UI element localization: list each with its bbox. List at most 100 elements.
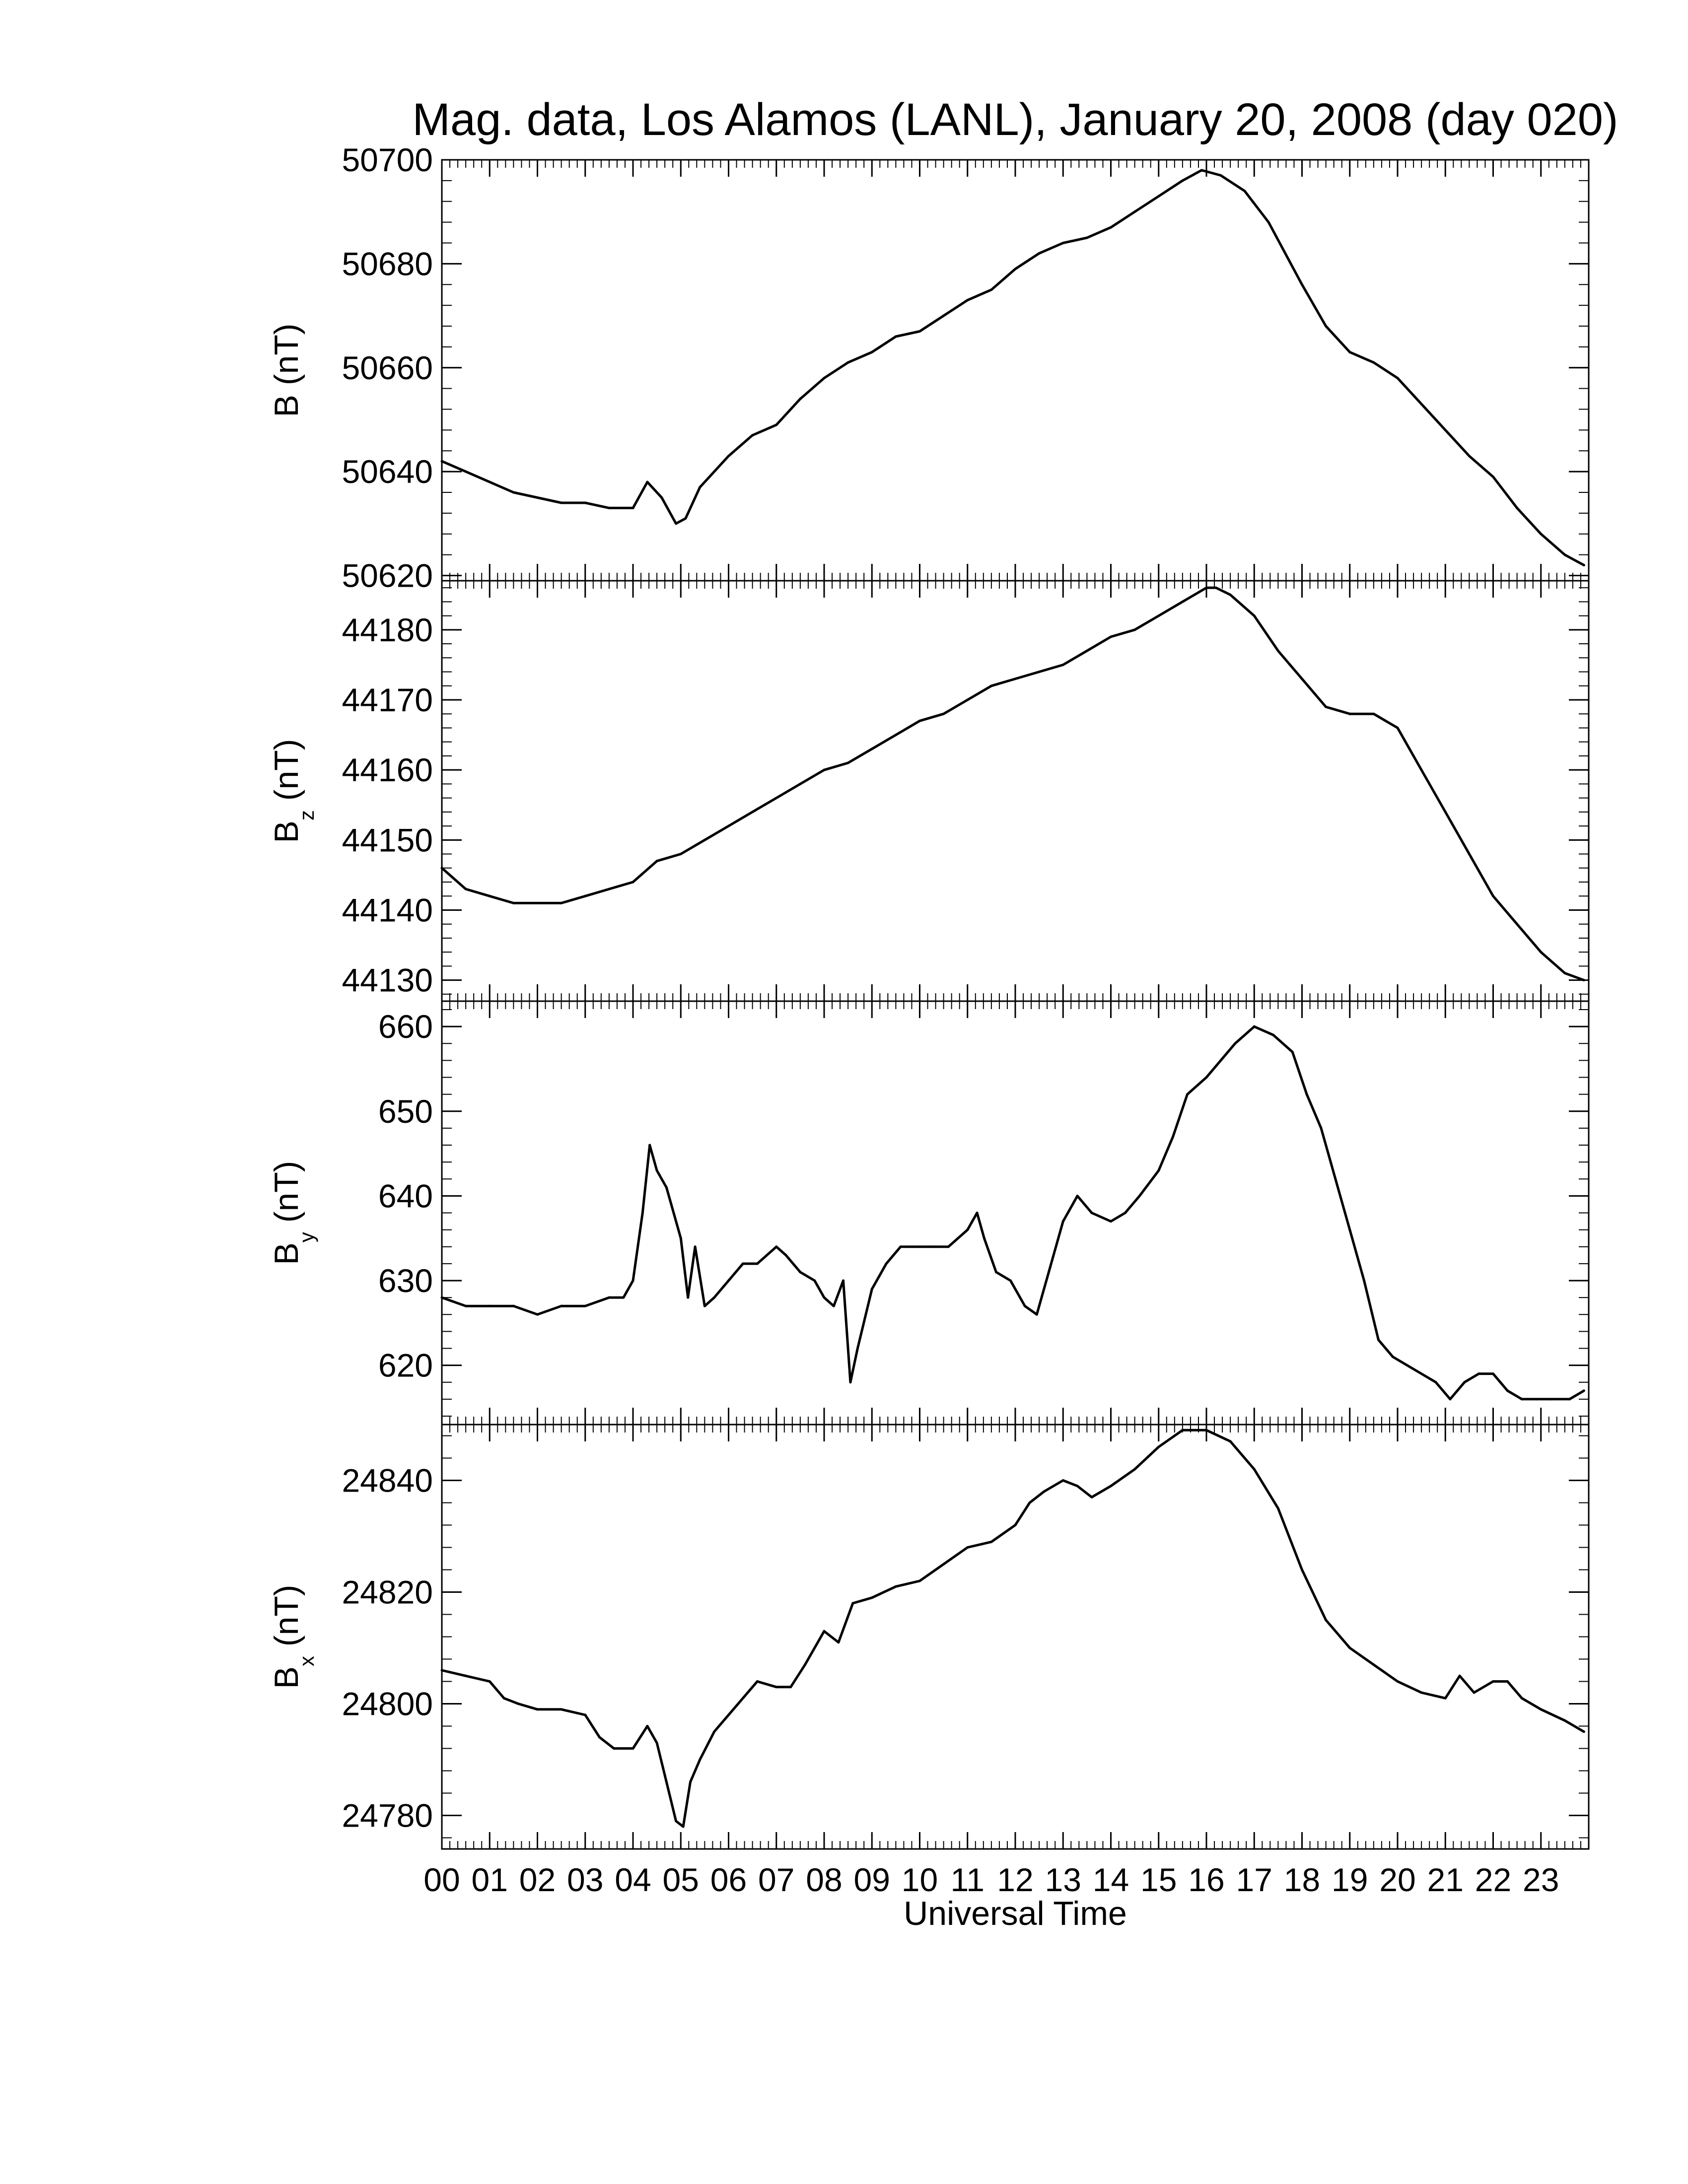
data-point xyxy=(1229,593,1232,596)
data-point xyxy=(1035,1313,1038,1316)
data-point xyxy=(1157,195,1160,198)
data-point xyxy=(1458,1674,1461,1677)
data-point xyxy=(1133,628,1136,631)
data-point xyxy=(775,1245,778,1248)
data-point xyxy=(675,522,678,525)
data-point xyxy=(1420,768,1423,771)
data-point xyxy=(488,480,491,483)
data-point xyxy=(727,824,730,827)
data-point xyxy=(608,506,611,509)
data-point xyxy=(1372,361,1375,364)
data-point xyxy=(464,1674,467,1677)
data-point xyxy=(464,1304,467,1307)
data-point xyxy=(584,501,587,504)
data-point xyxy=(1444,428,1447,431)
data-point xyxy=(632,881,634,884)
data-point xyxy=(1516,506,1519,509)
x-tick-label: 12 xyxy=(997,1861,1033,1898)
data-point xyxy=(990,288,993,291)
data-point xyxy=(1038,671,1041,674)
data-point xyxy=(995,1271,997,1274)
data-point xyxy=(1396,726,1399,729)
data-point xyxy=(502,1697,505,1700)
data-point xyxy=(1582,1730,1585,1733)
x-tick-label: 05 xyxy=(663,1861,699,1898)
data-point xyxy=(560,501,563,504)
data-point xyxy=(741,1697,744,1700)
data-point xyxy=(512,491,515,494)
y-axis-label-subscript: y xyxy=(295,1232,318,1242)
y-axis-label-unit: (nT) xyxy=(268,1585,305,1656)
data-point xyxy=(727,1713,730,1716)
data-point xyxy=(1492,476,1494,478)
data-point xyxy=(608,887,611,890)
data-point xyxy=(679,853,682,856)
data-point xyxy=(1110,1485,1112,1488)
data-point xyxy=(1492,894,1494,897)
data-point xyxy=(823,1296,826,1299)
y-tick-label: 50680 xyxy=(342,245,433,282)
x-tick-label: 19 xyxy=(1332,1861,1368,1898)
data-point xyxy=(1363,1279,1366,1282)
data-point xyxy=(983,1237,985,1240)
x-tick-label: 23 xyxy=(1523,1861,1559,1898)
x-tick-label: 15 xyxy=(1140,1861,1177,1898)
data-point xyxy=(687,1296,690,1299)
data-point xyxy=(1348,1228,1351,1231)
data-point xyxy=(799,782,802,785)
data-point xyxy=(1253,1025,1256,1028)
data-point xyxy=(655,860,658,863)
data-point xyxy=(632,506,634,509)
y-tick-label: 44140 xyxy=(342,891,433,928)
data-point xyxy=(1420,1691,1423,1694)
data-point xyxy=(1372,712,1375,715)
data-point xyxy=(918,1579,921,1582)
data-point xyxy=(1372,1663,1375,1666)
y-axis-label-subscript: x xyxy=(295,1656,318,1666)
x-tick-label: 21 xyxy=(1427,1861,1464,1898)
data-point xyxy=(1377,1338,1380,1341)
data-point xyxy=(1124,1212,1126,1214)
data-point xyxy=(512,1304,515,1307)
data-point xyxy=(560,1304,563,1307)
data-point xyxy=(1267,221,1270,224)
x-tick-label: 00 xyxy=(423,1861,460,1898)
data-point xyxy=(804,1663,806,1666)
data-point xyxy=(536,901,539,904)
y-tick-label: 24800 xyxy=(342,1686,433,1722)
y-tick-label: 24840 xyxy=(342,1462,433,1499)
data-point xyxy=(918,719,921,722)
data-point xyxy=(1009,1279,1012,1282)
data-point xyxy=(646,1725,649,1727)
x-tick-labels: 00 01 02 03 04 05 06 07 08 09 10 11 12 13 14 15 16 17 18 19… xyxy=(423,1861,1559,1898)
data-point xyxy=(488,894,491,897)
x-tick-label: 18 xyxy=(1284,1861,1320,1898)
data-point xyxy=(870,1288,873,1291)
y-tick-label: 660 xyxy=(378,1008,433,1045)
data-point xyxy=(1540,1708,1543,1711)
data-point xyxy=(488,1304,491,1307)
data-point xyxy=(584,1304,587,1307)
data-point xyxy=(899,1245,902,1248)
data-point xyxy=(1110,226,1112,229)
data-point xyxy=(1181,600,1184,603)
data-point xyxy=(1028,1502,1031,1504)
x-tick-label: 22 xyxy=(1475,1861,1511,1898)
data-point xyxy=(851,1602,854,1605)
y-axis-label: By (nT) xyxy=(268,1161,318,1265)
y-tick-label: 50660 xyxy=(342,349,433,386)
data-point xyxy=(966,1546,969,1549)
x-tick-label: 07 xyxy=(758,1861,794,1898)
data-point xyxy=(1014,678,1017,681)
data-point xyxy=(727,1279,730,1282)
data-point xyxy=(608,1296,611,1299)
y-tick-label: 44130 xyxy=(342,962,433,999)
data-point xyxy=(1229,1440,1232,1443)
data-point xyxy=(1157,614,1160,617)
data-point xyxy=(1520,1398,1523,1401)
data-point xyxy=(655,1169,658,1172)
x-tick-label: 09 xyxy=(854,1861,890,1898)
data-point xyxy=(512,901,515,904)
data-point xyxy=(1023,1304,1026,1307)
